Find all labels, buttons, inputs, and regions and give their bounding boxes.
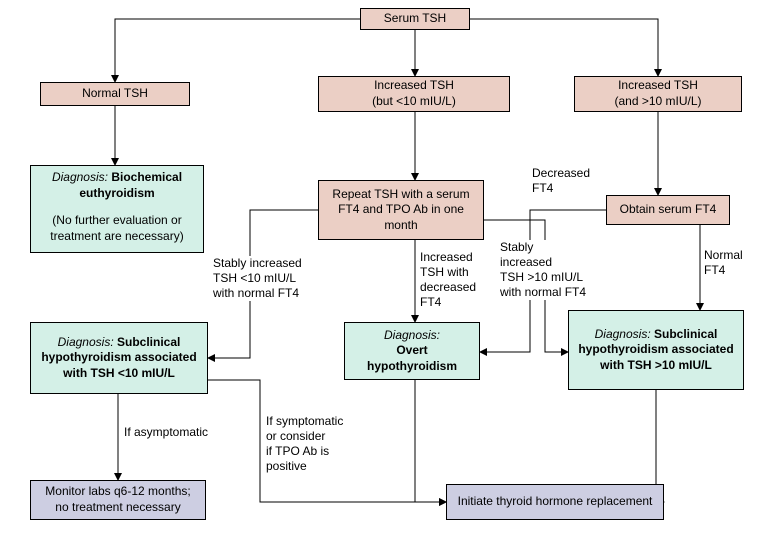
prefix: Diagnosis: [384, 328, 440, 344]
edge-start-inc_gt10 [470, 19, 658, 76]
edge-label-inc-tsh-dec-ft4: IncreasedTSH withdecreasedFT4 [420, 250, 490, 310]
diagnosis-line: Diagnosis: Subclinical hypothyroidism as… [575, 327, 737, 374]
prefix: Diagnosis: [52, 170, 111, 184]
node-euthyroid: Diagnosis: Biochemical euthyroidism (No … [30, 165, 204, 253]
main: Overt hypothyroidism [351, 343, 473, 374]
label: Repeat TSH with a serum FT4 and TPO Ab i… [325, 187, 477, 234]
label-line2: (but <10 mIU/L) [372, 94, 456, 110]
prefix: Diagnosis: [58, 335, 117, 349]
label-line2: (and >10 mIU/L) [614, 94, 701, 110]
node-monitor: Monitor labs q6-12 months; no treatment … [30, 480, 206, 520]
prefix: Diagnosis: [595, 327, 654, 341]
diagnosis-line: Diagnosis: Biochemical euthyroidism [37, 170, 197, 201]
label-line1: Increased TSH [618, 78, 698, 94]
edge-label-stably-lt10: Stably increasedTSH <10 mIU/Lwith normal… [213, 256, 319, 301]
node-increased-gt10: Increased TSH (and >10 mIU/L) [574, 76, 742, 112]
node-increased-lt10: Increased TSH (but <10 mIU/L) [318, 76, 510, 112]
label: Monitor labs q6-12 months; no treatment … [37, 484, 199, 515]
edge-label-if-symptomatic: If symptomaticor considerif TPO Ab ispos… [266, 414, 366, 474]
node-repeat: Repeat TSH with a serum FT4 and TPO Ab i… [318, 180, 484, 240]
label-line1: Increased TSH [374, 78, 454, 94]
edge-label-stably-gt10: StablyincreasedTSH >10 mIU/Lwith normal … [500, 240, 600, 300]
label: Normal TSH [82, 86, 148, 102]
edge-label-decreased-ft4: DecreasedFT4 [532, 166, 604, 196]
sub: (No further evaluation or treatment are … [37, 213, 197, 244]
label: Initiate thyroid hormone replacement [458, 494, 653, 510]
label: Serum TSH [384, 11, 446, 27]
node-normal-tsh: Normal TSH [40, 82, 190, 106]
node-subclinical-lt10: Diagnosis: Subclinical hypothyroidism as… [30, 322, 208, 394]
node-start: Serum TSH [360, 8, 470, 30]
edge-overt-initiate [415, 380, 446, 502]
edge-label-if-asymptomatic: If asymptomatic [124, 425, 224, 440]
edge-label-normal-ft4: NormalFT4 [704, 248, 756, 278]
edge-start-normal_tsh [115, 19, 360, 82]
label: Obtain serum FT4 [620, 202, 717, 218]
node-overt: Diagnosis: Overt hypothyroidism [344, 322, 480, 380]
node-subclinical-gt10: Diagnosis: Subclinical hypothyroidism as… [568, 310, 744, 390]
node-obtain-ft4: Obtain serum FT4 [606, 195, 730, 225]
diagnosis-line: Diagnosis: Subclinical hypothyroidism as… [37, 335, 201, 382]
node-initiate: Initiate thyroid hormone replacement [446, 484, 664, 520]
